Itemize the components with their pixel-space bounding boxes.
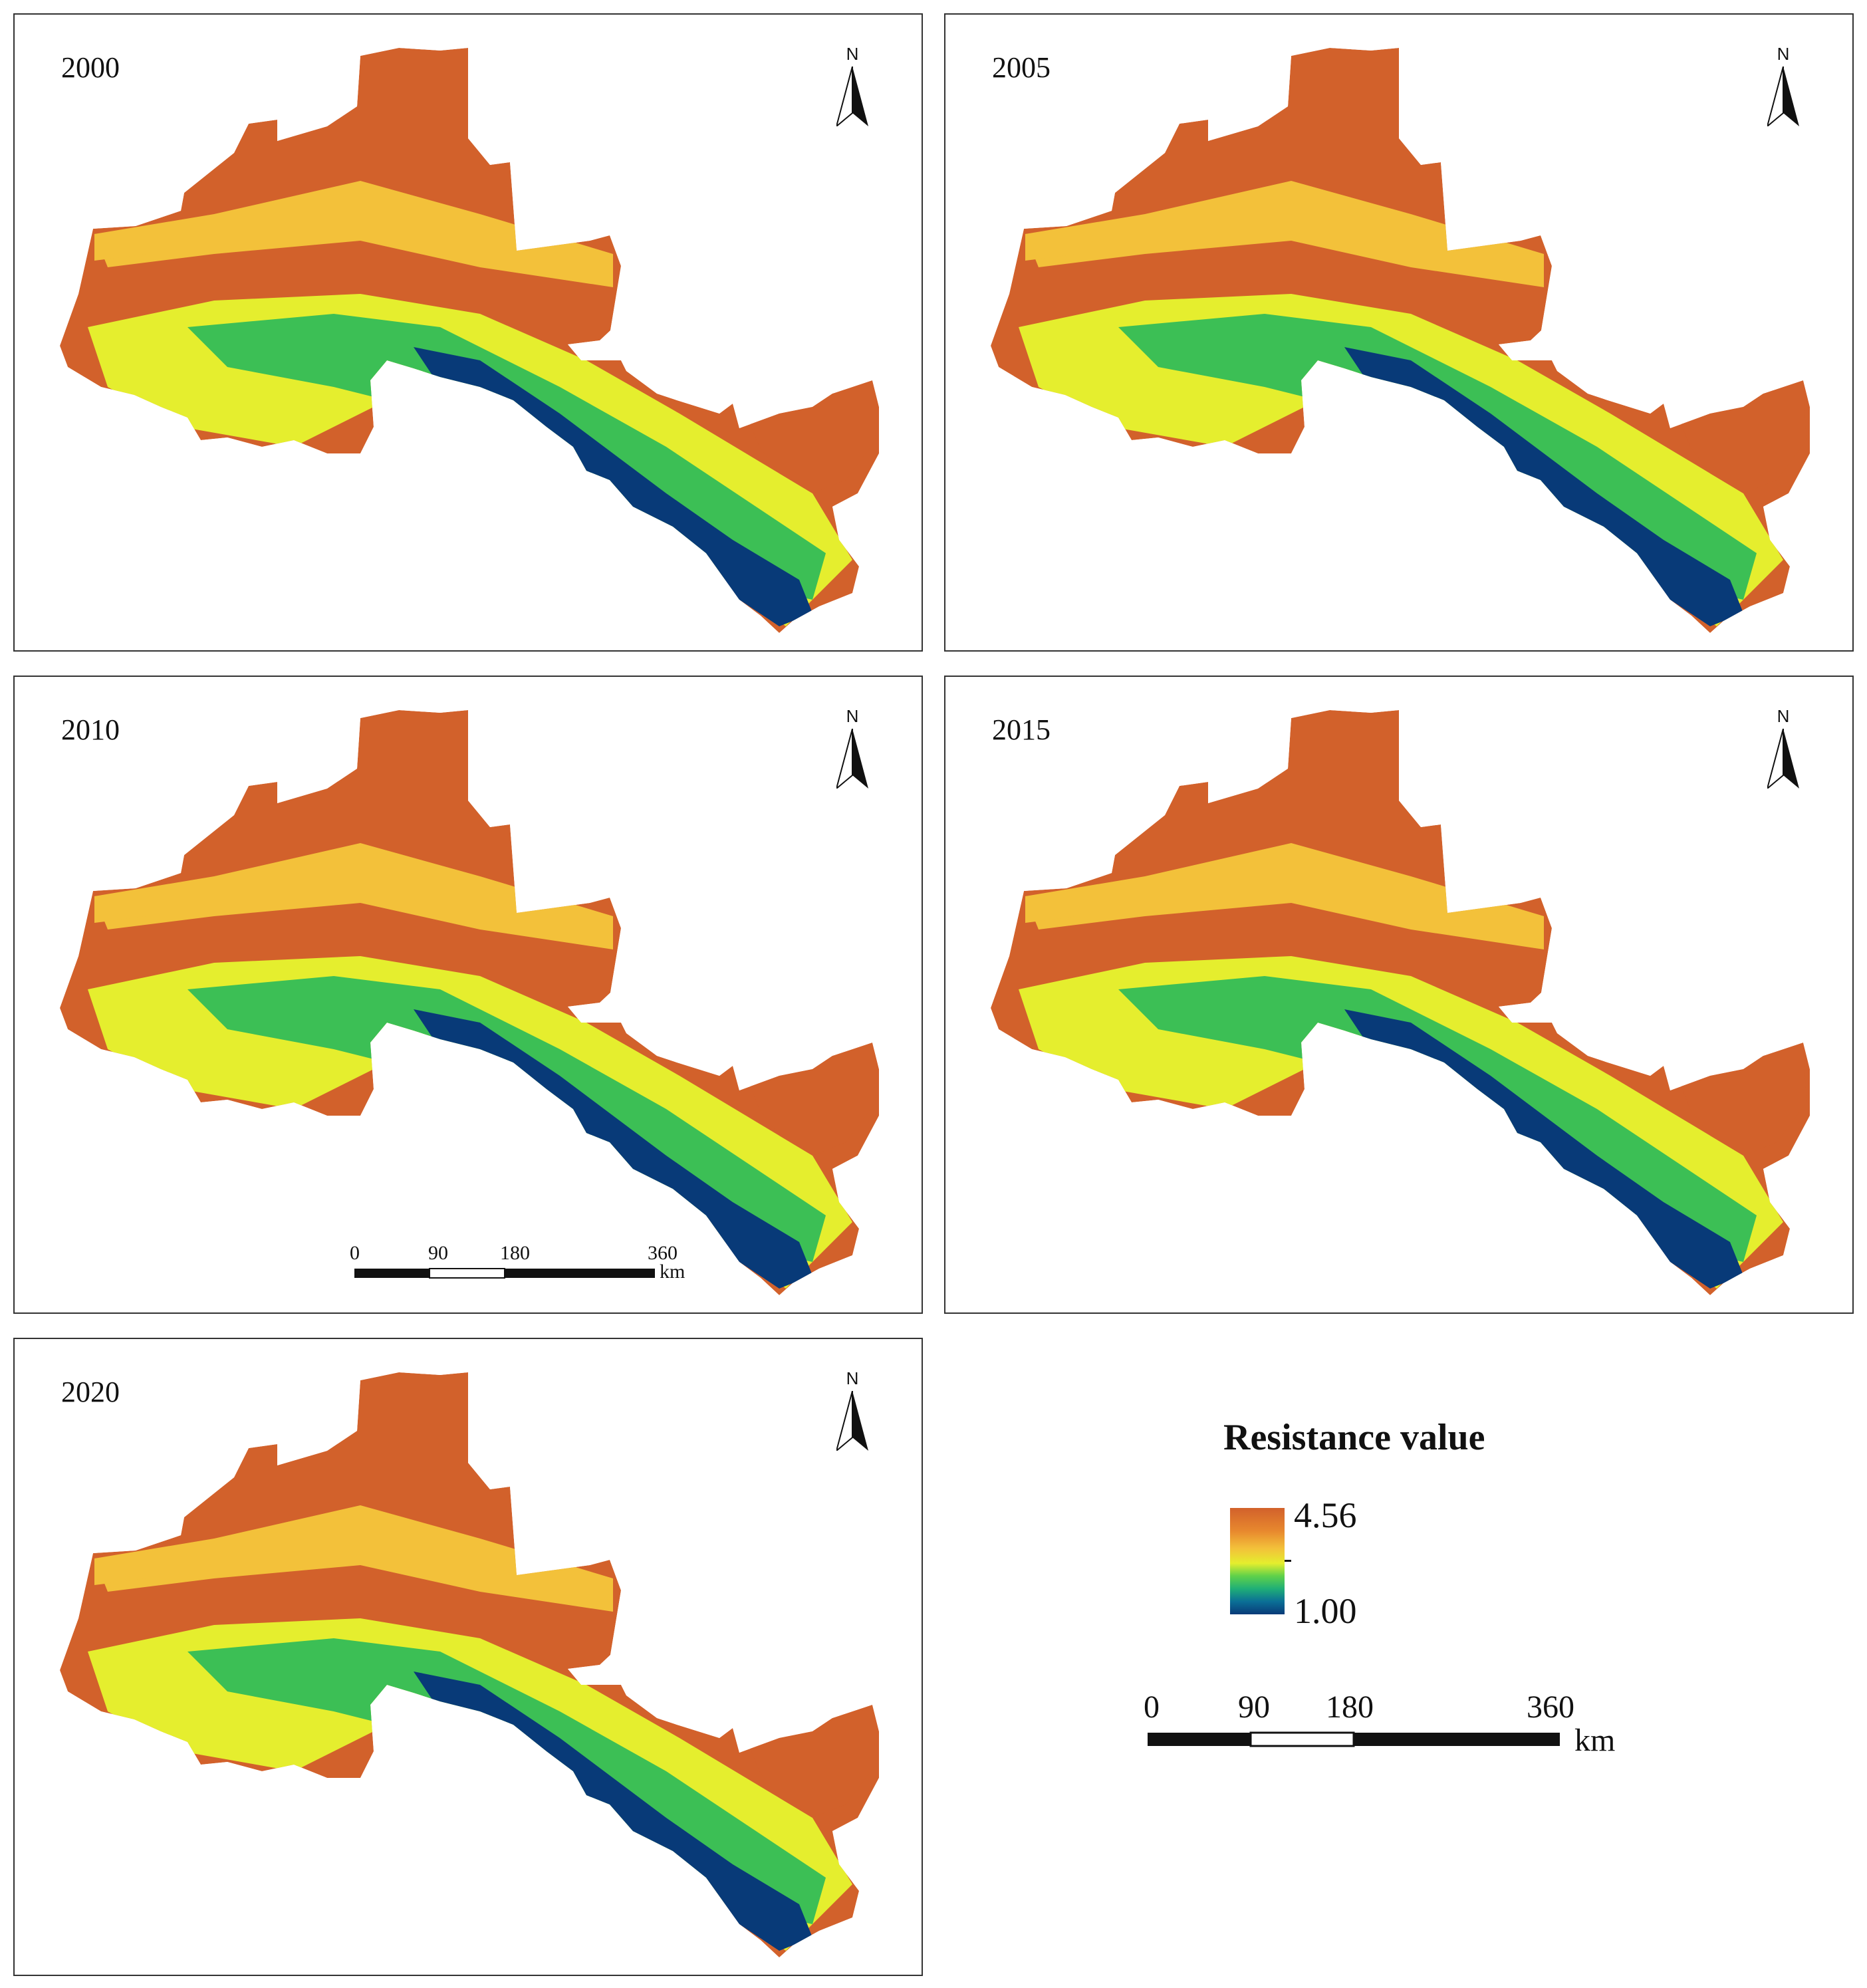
region-mid-resistance bbox=[88, 956, 852, 1289]
north-arrow-icon bbox=[1767, 729, 1799, 789]
scale-tick-360: 360 bbox=[648, 1242, 678, 1264]
scale-bar-graphic bbox=[1148, 1731, 1560, 1747]
year-label: 2000 bbox=[61, 51, 120, 84]
region-mid-high-band bbox=[94, 843, 613, 949]
region-mid-resistance bbox=[1019, 956, 1783, 1289]
north-arrow-icon bbox=[836, 66, 868, 126]
region-west-patch bbox=[1025, 227, 1078, 261]
region-mid-low-resistance bbox=[187, 1638, 826, 1924]
scale-unit: km bbox=[1574, 1723, 1616, 1758]
legend-title: Resistance value bbox=[1223, 1417, 1485, 1458]
north-arrow: N bbox=[1763, 706, 1803, 793]
year-label: 2020 bbox=[61, 1376, 120, 1408]
north-arrow: N bbox=[832, 1368, 872, 1455]
north-label: N bbox=[846, 1368, 859, 1388]
north-arrow: N bbox=[832, 44, 872, 130]
north-label: N bbox=[1777, 44, 1790, 64]
legend-color-ramp bbox=[1230, 1508, 1285, 1614]
region-mid-resistance bbox=[88, 294, 852, 626]
scale-tick-0: 0 bbox=[350, 1242, 360, 1264]
north-arrow-icon bbox=[836, 1391, 868, 1451]
map-panel-2005: 2005 N bbox=[944, 13, 1854, 652]
north-arrow-icon bbox=[836, 729, 868, 789]
resistance-map bbox=[60, 1372, 879, 1957]
year-label: 2015 bbox=[992, 713, 1051, 746]
region-west-patch bbox=[1025, 890, 1078, 923]
scale-bar-large: 0 90 180 360 km bbox=[1144, 1689, 1625, 1758]
legend-mid-tick bbox=[1285, 1560, 1291, 1562]
scale-tick-180: 180 bbox=[500, 1242, 530, 1264]
scale-tick-180: 180 bbox=[1326, 1689, 1374, 1725]
scale-bar-small: 0 90 180 360 km bbox=[350, 1242, 713, 1289]
region-mid-high-band bbox=[94, 1505, 613, 1612]
region-west-patch bbox=[94, 1552, 148, 1585]
region-west-patch bbox=[94, 227, 148, 261]
map-panel-2015: 2015 N bbox=[944, 676, 1854, 1314]
region-mid-low-resistance bbox=[187, 314, 826, 600]
resistance-map bbox=[991, 48, 1810, 633]
legend-min-value: 1.00 bbox=[1294, 1591, 1357, 1631]
scale-tick-90: 90 bbox=[1238, 1689, 1270, 1725]
region-mid-low-resistance bbox=[1118, 976, 1757, 1262]
region-mid-resistance bbox=[88, 1618, 852, 1951]
resistance-map bbox=[991, 710, 1810, 1295]
north-label: N bbox=[846, 44, 859, 64]
map-panel-2000: 2000 N bbox=[13, 13, 923, 652]
region-mid-low-resistance bbox=[1118, 314, 1757, 600]
scale-tick-0: 0 bbox=[1144, 1689, 1160, 1725]
region-mid-high-band bbox=[1025, 843, 1544, 949]
scale-tick-360: 360 bbox=[1527, 1689, 1574, 1725]
resistance-map bbox=[60, 48, 879, 633]
north-arrow: N bbox=[832, 706, 872, 793]
scale-bar-graphic bbox=[354, 1268, 655, 1279]
region-mid-high-band bbox=[1025, 181, 1544, 287]
north-label: N bbox=[846, 706, 859, 726]
region-mid-high-band bbox=[94, 181, 613, 287]
region-mid-resistance bbox=[1019, 294, 1783, 626]
map-panel-2020: 2020 N bbox=[13, 1338, 923, 1976]
north-label: N bbox=[1777, 706, 1790, 726]
north-arrow-icon bbox=[1767, 66, 1799, 126]
resistance-map bbox=[60, 710, 879, 1295]
scale-tick-90: 90 bbox=[428, 1242, 448, 1264]
year-label: 2010 bbox=[61, 713, 120, 746]
legend: Resistance value 4.56 1.00 bbox=[1223, 1416, 1622, 1636]
region-west-patch bbox=[94, 890, 148, 923]
year-label: 2005 bbox=[992, 51, 1051, 84]
legend-max-value: 4.56 bbox=[1294, 1495, 1357, 1535]
region-mid-low-resistance bbox=[187, 976, 826, 1262]
north-arrow: N bbox=[1763, 44, 1803, 130]
scale-unit: km bbox=[660, 1261, 685, 1283]
map-panel-2010: 2010 N 0 90 180 360 km bbox=[13, 676, 923, 1314]
